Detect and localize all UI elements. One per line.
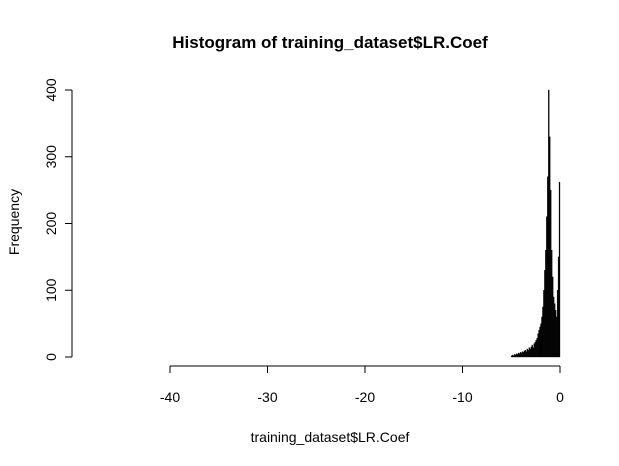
x-tick-label: 0 (556, 389, 564, 405)
x-tick-label: -40 (160, 389, 180, 405)
x-tick-label: -30 (257, 389, 277, 405)
y-tick-label: 200 (43, 212, 59, 236)
y-tick-label: 400 (43, 78, 59, 102)
x-tick-label: -10 (452, 389, 472, 405)
x-tick-label: -20 (355, 389, 375, 405)
chart-title: Histogram of training_dataset$LR.Coef (172, 33, 488, 52)
y-tick-label: 0 (43, 353, 59, 361)
x-axis-label: training_dataset$LR.Coef (251, 429, 410, 445)
y-tick-label: 300 (43, 145, 59, 169)
y-axis-label: Frequency (6, 189, 22, 255)
bar (558, 181, 561, 358)
y-tick-label: 100 (43, 278, 59, 302)
